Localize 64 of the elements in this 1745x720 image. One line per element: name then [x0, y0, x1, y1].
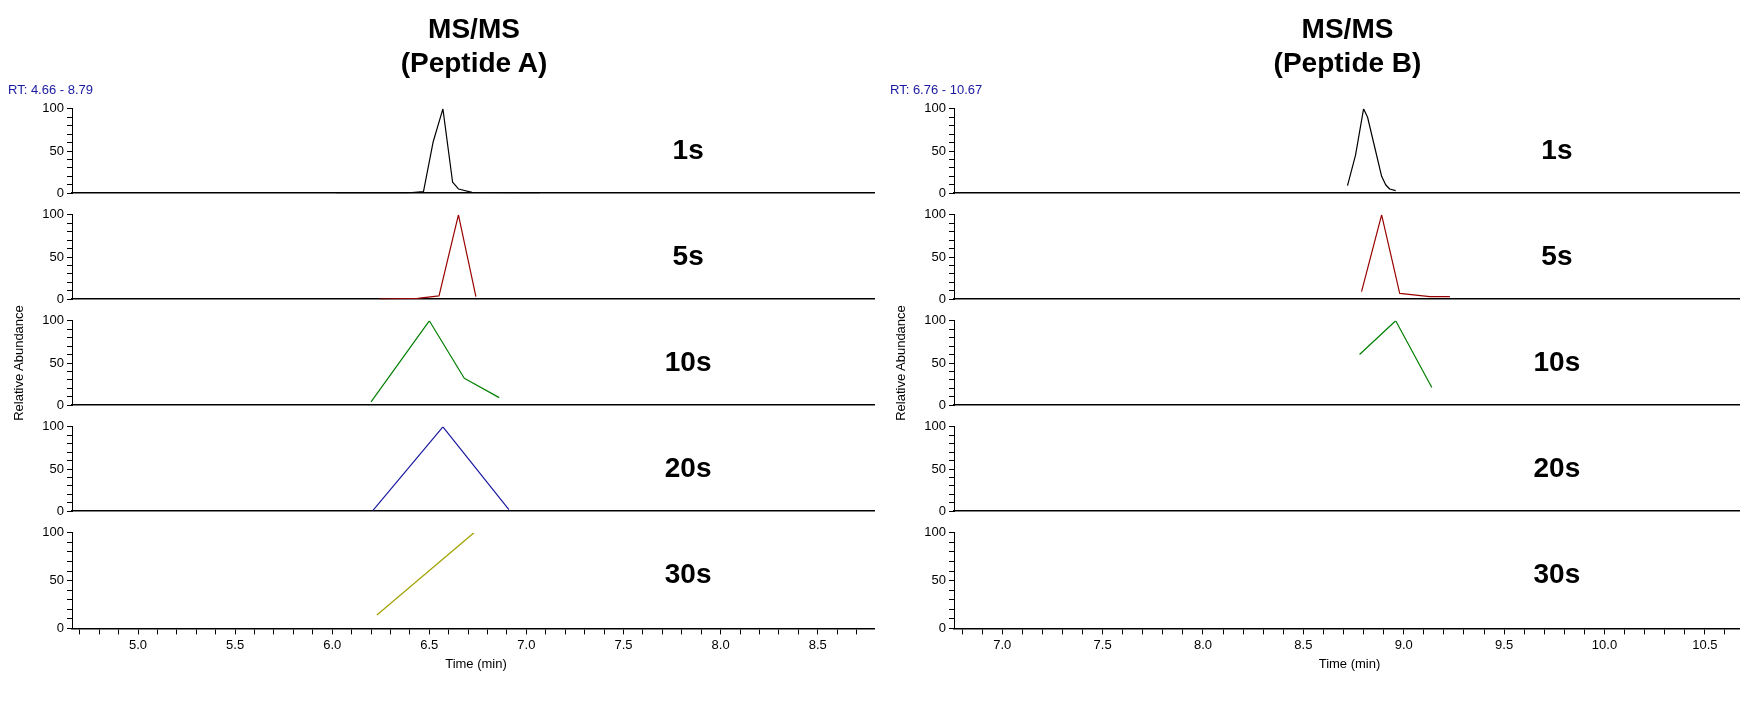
y-tick-label: 50: [49, 460, 64, 476]
x-tick-label: 7.0: [517, 636, 536, 652]
x-tick-label: 7.5: [614, 636, 633, 652]
x-tick-label: 5.0: [128, 636, 148, 652]
y-axis-title: Relative Abundance: [10, 305, 26, 421]
x-tick-label: 9.5: [1495, 636, 1514, 652]
y-tick-label: 0: [56, 290, 64, 306]
y-tick-label: 50: [931, 572, 946, 588]
y-tick-label: 0: [56, 396, 64, 412]
y-tick-label: 100: [924, 524, 946, 540]
x-tick-label: 6.0: [323, 636, 342, 652]
y-tick-label: 0: [938, 619, 946, 635]
annotation: 5s: [1541, 240, 1573, 272]
annotation: 5s: [672, 240, 704, 272]
y-tick-label: 50: [931, 142, 946, 158]
x-axis-title: Time (min): [444, 656, 508, 673]
y-tick-label: 50: [931, 248, 946, 264]
y-tick-label: 100: [42, 418, 64, 434]
x-tick-label: 10.0: [1591, 636, 1618, 652]
y-tick-label: 50: [49, 142, 64, 158]
y-tick-label: 50: [931, 354, 946, 370]
annotation: 20s: [664, 452, 712, 484]
y-tick-label: 0: [938, 184, 946, 200]
y-tick-label: 100: [42, 100, 64, 116]
y-tick-label: 0: [938, 396, 946, 412]
y-tick-label: 100: [42, 524, 64, 540]
annotation: 30s: [1533, 558, 1581, 590]
y-tick-label: 50: [49, 354, 64, 370]
chart-subtitle: RT: 6.76 - 10.67: [890, 82, 984, 98]
x-tick-label: 7.0: [993, 636, 1012, 652]
x-tick-label: 8.5: [1294, 636, 1313, 652]
y-tick-label: 0: [56, 619, 64, 635]
x-tick-label: 10.5: [1692, 636, 1718, 652]
chart-title: MS/MS (Peptide A): [399, 12, 549, 80]
y-tick-label: 50: [49, 248, 64, 264]
y-tick-label: 100: [42, 312, 64, 328]
y-axis-title: Relative Abundance: [892, 305, 908, 421]
y-tick-label: 100: [924, 100, 946, 116]
annotation: 1s: [672, 134, 704, 166]
y-tick-label: 0: [56, 184, 64, 200]
y-tick-label: 100: [42, 206, 64, 222]
x-tick-label: 8.0: [711, 636, 730, 652]
chart-title: MS/MS (Peptide B): [1272, 12, 1423, 80]
annotation: 20s: [1533, 452, 1581, 484]
y-tick-label: 100: [924, 312, 946, 328]
x-axis-title: Time (min): [1317, 656, 1382, 673]
x-tick-label: 9.0: [1394, 636, 1413, 652]
y-tick-label: 50: [931, 460, 946, 476]
x-tick-label: 5.5: [226, 636, 245, 652]
x-tick-label: 8.0: [1193, 636, 1212, 652]
annotation: 10s: [1533, 346, 1581, 378]
x-tick-label: 6.5: [420, 636, 439, 652]
y-tick-label: 50: [49, 572, 64, 588]
annotation: 30s: [664, 558, 712, 590]
y-tick-label: 100: [924, 418, 946, 434]
y-tick-label: 0: [938, 290, 946, 306]
y-tick-label: 0: [56, 502, 64, 518]
chart-subtitle: RT: 4.66 - 8.79: [8, 82, 95, 98]
annotation: 10s: [664, 346, 712, 378]
y-tick-label: 0: [938, 502, 946, 518]
annotation: 1s: [1541, 134, 1573, 166]
x-tick-label: 7.5: [1093, 636, 1112, 652]
x-tick-label: 8.5: [808, 636, 827, 652]
y-tick-label: 100: [924, 206, 946, 222]
